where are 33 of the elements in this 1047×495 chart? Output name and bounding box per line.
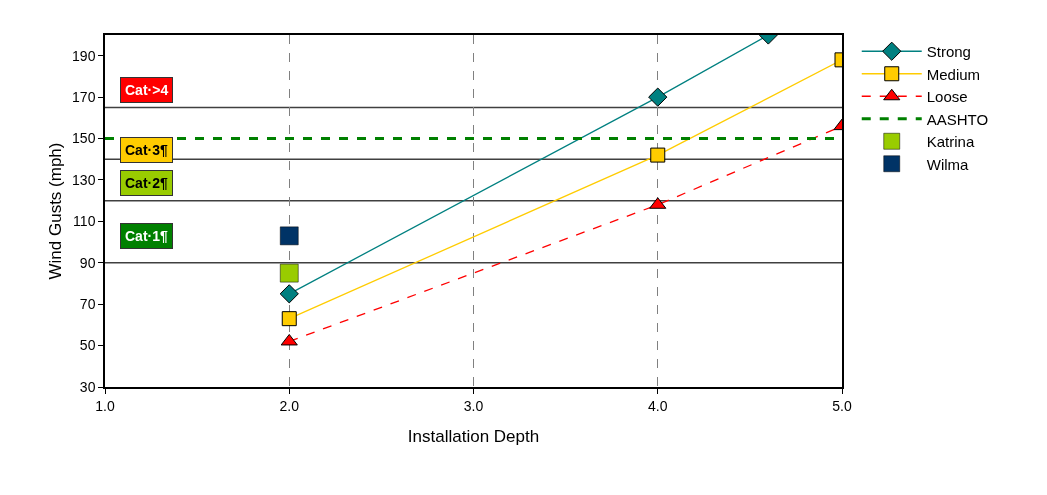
- y-tick-label: 130: [72, 171, 96, 188]
- annotation: Cat·>4: [125, 82, 169, 98]
- point: [281, 311, 297, 327]
- point: [279, 284, 299, 304]
- y-tick-label: 70: [79, 296, 96, 313]
- y-tick-label: 90: [79, 254, 96, 271]
- x-tick-label: 1.0: [95, 397, 115, 414]
- point: [280, 263, 299, 283]
- x-tick-label: 5.0: [832, 397, 852, 414]
- x-tick-label: 2.0: [279, 397, 300, 414]
- legend-label: Strong: [926, 43, 971, 61]
- y-tick-label: 50: [79, 337, 96, 354]
- x-tick-label: 3.0: [463, 397, 484, 414]
- annotation: Cat·3¶: [125, 142, 169, 158]
- point: [648, 87, 668, 107]
- y-axis-title: Wind Gusts (mph): [45, 142, 65, 280]
- y-tick-label: 30: [79, 378, 96, 395]
- y-tick-label: 190: [72, 47, 96, 64]
- x-axis-title: Installation Depth: [407, 427, 540, 447]
- legend-label: Wilma: [926, 155, 970, 173]
- point: [280, 226, 299, 246]
- point: [650, 147, 666, 163]
- point: [280, 333, 298, 346]
- legend-label: Loose: [926, 88, 968, 106]
- annotation: Cat·1¶: [125, 228, 169, 244]
- legend-label: AASHTO: [926, 110, 989, 128]
- legend-label: Katrina: [926, 133, 975, 151]
- y-tick-label: 110: [73, 213, 96, 230]
- y-tick-label: 170: [72, 89, 96, 106]
- x-tick-label: 4.0: [648, 397, 668, 414]
- y-tick-label: 150: [72, 130, 96, 147]
- annotation: Cat·2¶: [125, 175, 169, 191]
- legend-label: Medium: [926, 65, 981, 83]
